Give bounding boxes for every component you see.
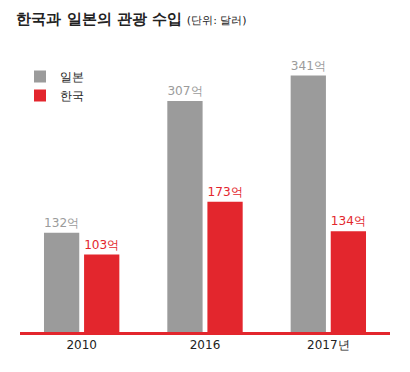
svg-text:132억: 132억 (44, 216, 79, 230)
svg-text:341억: 341억 (291, 59, 326, 73)
svg-text:134억: 134억 (331, 214, 366, 228)
svg-text:2017년: 2017년 (307, 338, 350, 352)
svg-text:일본: 일본 (60, 70, 84, 84)
svg-text:2016: 2016 (190, 338, 221, 352)
svg-text:307억: 307억 (167, 84, 202, 98)
svg-text:173억: 173억 (207, 185, 242, 199)
svg-text:2010: 2010 (66, 338, 97, 352)
svg-text:103억: 103억 (84, 238, 119, 252)
svg-text:한국: 한국 (60, 89, 84, 103)
svg-text:한국과 일본의 관광 수입 (단위: 달러): 한국과 일본의 관광 수입 (단위: 달러) (16, 10, 246, 28)
